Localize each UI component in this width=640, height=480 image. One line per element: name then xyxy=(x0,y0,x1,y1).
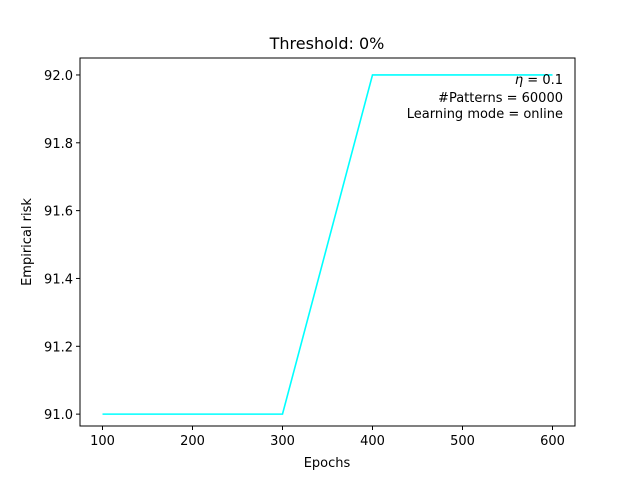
x-tick-label: 300 xyxy=(270,434,295,449)
y-axis-label: Empirical risk xyxy=(20,198,35,286)
x-tick-label: 500 xyxy=(450,434,475,449)
y-tick-label: 91.8 xyxy=(44,137,73,152)
y-tick-label: 91.2 xyxy=(44,340,73,355)
series-line xyxy=(102,74,553,415)
y-tick-label: 91.4 xyxy=(44,272,73,287)
x-tick-label: 400 xyxy=(360,434,385,449)
annotation-box: η = 0.1 #Patterns = 60000 Learning mode … xyxy=(407,73,563,122)
y-tick-label: 92.0 xyxy=(44,69,73,84)
y-axis-ticks: 91.0 91.2 91.4 91.6 91.8 92.0 xyxy=(44,69,80,423)
x-axis-ticks: 100 200 300 400 500 600 xyxy=(90,426,565,449)
x-tick-label: 100 xyxy=(90,434,115,449)
x-tick-label: 200 xyxy=(180,434,205,449)
x-axis-label: Epochs xyxy=(304,456,351,471)
series-layer xyxy=(102,74,553,415)
plot-frame xyxy=(79,57,576,427)
y-tick-label: 91.0 xyxy=(44,408,73,423)
y-tick-label: 91.6 xyxy=(44,205,73,220)
annotation-eta: η = 0.1 xyxy=(515,73,563,88)
annotation-learning-mode: Learning mode = online xyxy=(407,107,563,122)
annotation-patterns: #Patterns = 60000 xyxy=(438,91,563,106)
chart-title: Threshold: 0% xyxy=(269,34,385,53)
annotation-eta-symbol: η xyxy=(515,73,523,88)
x-tick-label: 600 xyxy=(540,434,565,449)
annotation-eta-value: = 0.1 xyxy=(523,73,563,88)
